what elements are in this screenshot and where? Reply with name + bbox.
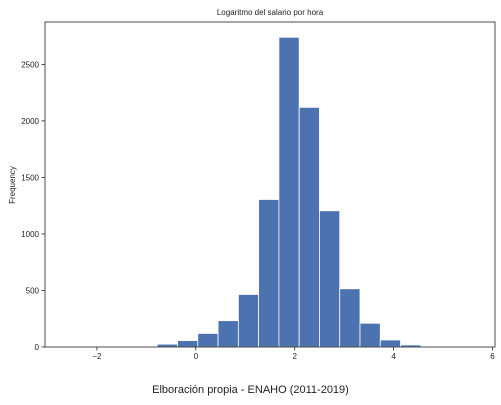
histogram-bar [237,294,260,348]
y-tick-label: 1000 [21,230,39,239]
histogram-bar [258,199,280,348]
histogram-bar [156,343,178,348]
histogram-bar [298,106,320,348]
x-tick-label: 2 [292,352,297,361]
x-axis-ticks: −2 0 2 4 6 [92,347,495,361]
histogram-bar [278,36,300,348]
x-tick-label: 6 [490,352,495,361]
histogram-bar [197,333,219,348]
histogram-bar [339,288,361,348]
y-axis-label: Frequency [8,166,17,204]
histogram-bar [217,320,239,348]
y-tick-label: 2500 [21,60,39,69]
histogram-bar [379,339,401,348]
x-tick-label: −2 [92,352,102,361]
y-tick-label: 1500 [21,173,39,182]
histogram-bars [116,36,483,348]
x-tick-label: 0 [194,352,199,361]
chart-caption: Elboración propia - ENAHO (2011-2019) [152,384,349,396]
histogram-bar [359,322,381,348]
y-axis-ticks: 0 500 1000 1500 2000 2500 [21,60,45,352]
y-tick-label: 2000 [21,117,39,126]
y-tick-label: 0 [35,343,40,352]
chart-title: Logaritmo del salario por hora [217,8,324,17]
y-tick-label: 500 [26,286,40,295]
histogram-bar [177,340,199,348]
plot-frame [44,21,496,348]
histogram-bar [319,210,341,348]
x-tick-label: 4 [391,352,396,361]
